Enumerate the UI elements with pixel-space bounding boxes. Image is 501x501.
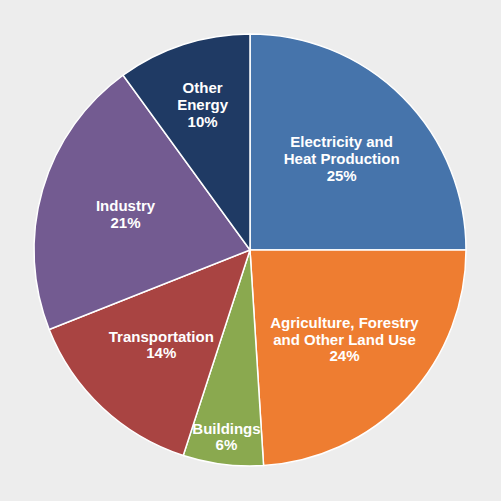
pie: Electricity andHeat Production25% Agricul… — [34, 34, 466, 466]
slice-label-line: Energy — [177, 96, 229, 113]
data-label: 6% — [216, 436, 238, 453]
slice-label-line: Electricity and — [290, 133, 393, 150]
slice-label-line: Heat Production — [284, 150, 400, 167]
data-label: 25% — [327, 167, 357, 184]
data-label: 24% — [329, 347, 359, 364]
slice-label-line: Buildings — [192, 419, 260, 436]
data-label: 10% — [188, 113, 218, 130]
slice-label-line: Other — [183, 79, 223, 96]
slice-label-line: Agriculture, Forestry — [270, 313, 419, 330]
slice — [250, 34, 466, 250]
slice — [250, 250, 466, 466]
slice-label: Agriculture, Forestryand Other Land Use — [270, 313, 419, 347]
slice — [123, 34, 250, 250]
slice-label: Electricity andHeat Production — [284, 133, 400, 167]
slice-label-line: and Other Land Use — [273, 330, 416, 347]
data-label: 14% — [146, 344, 176, 361]
chart: Electricity andHeat Production25% Agricul… — [0, 0, 501, 501]
slices — [34, 34, 466, 466]
slice-label: Buildings — [192, 419, 260, 436]
slice-label-line: Transportation — [109, 327, 214, 344]
slice-label: OtherEnergy — [177, 79, 229, 113]
background — [0, 0, 501, 501]
data-label: 21% — [111, 214, 141, 231]
slice-label: Transportation — [109, 327, 214, 344]
slice-label: Industry — [96, 197, 156, 214]
labels: Electricity andHeat Production25% Agricul… — [96, 79, 419, 454]
slice-label-line: Industry — [96, 197, 156, 214]
